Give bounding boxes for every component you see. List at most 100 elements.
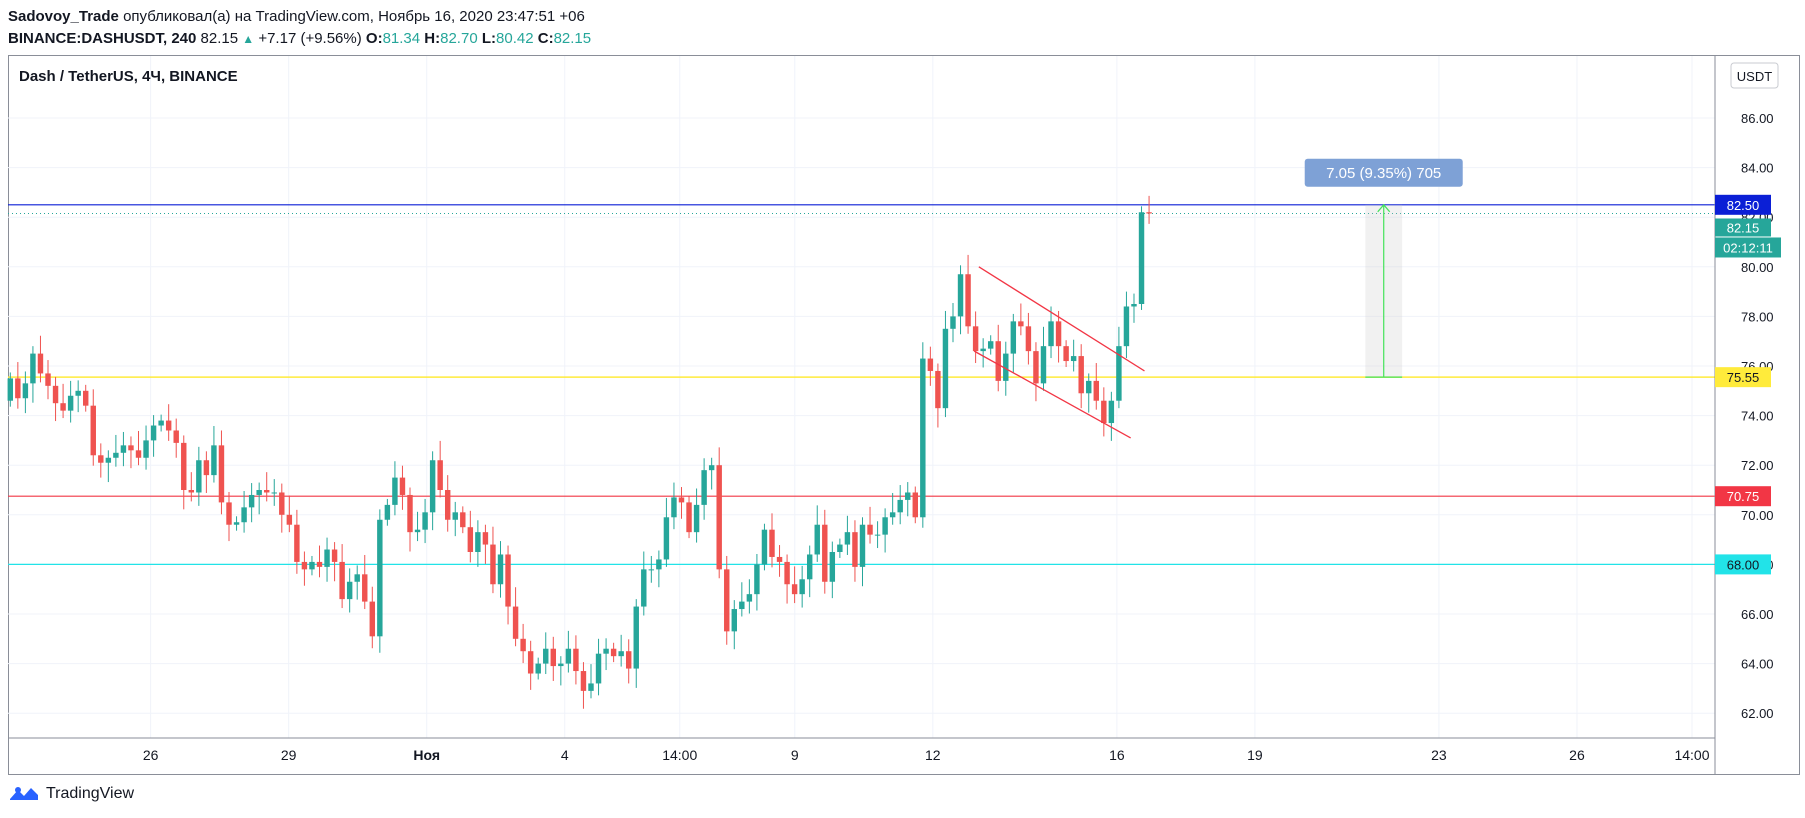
candle xyxy=(1116,326,1122,409)
candle xyxy=(980,338,986,368)
candle xyxy=(505,545,511,625)
candle xyxy=(950,303,956,343)
candle xyxy=(558,656,564,686)
candle-body xyxy=(595,653,602,684)
candle-body xyxy=(769,529,775,557)
candle xyxy=(716,447,722,579)
candle-body xyxy=(927,358,934,371)
candle xyxy=(708,457,715,490)
candle-body xyxy=(746,594,753,602)
candle-body xyxy=(1116,346,1122,401)
candle xyxy=(1048,306,1054,359)
candle xyxy=(739,582,745,617)
candle-body xyxy=(98,455,104,463)
price-tick-label: 62.00 xyxy=(1741,706,1774,721)
time-tick-label: 12 xyxy=(925,747,941,763)
level-price-label: 75.55 xyxy=(1727,370,1760,385)
candle xyxy=(120,431,127,467)
price-tick-label: 74.00 xyxy=(1741,409,1774,424)
candle xyxy=(414,511,421,542)
price-tick-label: 86.00 xyxy=(1741,111,1774,126)
candle-body xyxy=(331,549,338,562)
candle xyxy=(618,634,624,667)
level-price-label: 68.00 xyxy=(1727,557,1760,572)
price-tick-label: 84.00 xyxy=(1741,161,1774,176)
candle xyxy=(957,265,964,335)
author-name[interactable]: Sadovoy_Trade xyxy=(8,8,119,25)
candle xyxy=(67,380,74,423)
time-tick-label: 26 xyxy=(143,747,159,763)
currency-button[interactable]: USDT xyxy=(1730,62,1779,89)
candle xyxy=(7,372,14,407)
price-change: +7.17 (+9.56%) xyxy=(258,30,362,47)
candle-body xyxy=(30,353,36,384)
candle xyxy=(52,376,59,422)
candle xyxy=(1018,303,1024,336)
candle xyxy=(693,488,700,543)
open-value: 81.34 xyxy=(382,30,421,47)
candle xyxy=(1138,206,1145,310)
candle-body xyxy=(739,601,745,610)
candle-body xyxy=(814,524,820,555)
candle-body xyxy=(829,552,836,582)
close-value: 82.15 xyxy=(553,30,592,47)
candle xyxy=(935,363,941,428)
candle-body xyxy=(45,373,51,386)
candle xyxy=(859,517,866,587)
candle-body xyxy=(784,561,790,585)
candle xyxy=(98,443,104,478)
candle xyxy=(158,414,164,432)
candle xyxy=(942,310,949,418)
candle xyxy=(731,600,737,650)
candle xyxy=(497,541,504,598)
candle-body xyxy=(942,328,949,409)
candle-body xyxy=(173,430,179,443)
candle-body xyxy=(1055,321,1062,347)
tradingview-brand[interactable]: TradingView xyxy=(8,785,134,803)
time-tick-label: 4 xyxy=(561,747,569,763)
candle-body xyxy=(678,497,685,503)
time-tick-label: 14:00 xyxy=(662,747,697,763)
candle-body xyxy=(686,502,692,533)
candle xyxy=(45,360,51,400)
low-value: 80.42 xyxy=(496,30,534,47)
candle-body xyxy=(1101,400,1107,424)
candle xyxy=(671,482,677,530)
price-tick-label: 66.00 xyxy=(1741,607,1774,622)
last-price-badge xyxy=(1715,218,1771,237)
candle xyxy=(165,404,172,441)
candle xyxy=(912,486,918,524)
candle-body xyxy=(226,502,232,525)
candle xyxy=(211,426,217,483)
candle-body xyxy=(889,512,896,518)
candle-body xyxy=(897,499,903,513)
open-label: O: xyxy=(365,30,383,47)
channel-line xyxy=(978,266,1145,372)
candle xyxy=(15,362,21,409)
price-tick-label: 70.00 xyxy=(1741,508,1774,523)
candle-body xyxy=(467,527,474,552)
candle-body xyxy=(1010,321,1017,354)
candle-body xyxy=(241,507,247,523)
candle-body xyxy=(339,561,345,600)
candle xyxy=(369,586,376,649)
candle-body xyxy=(429,460,436,513)
low-label: L: xyxy=(481,30,497,47)
candle xyxy=(754,553,760,611)
candle-body xyxy=(1003,353,1009,381)
candle xyxy=(1086,373,1092,413)
candle-body xyxy=(15,378,21,399)
candle xyxy=(656,550,662,588)
candle xyxy=(22,371,29,414)
candle xyxy=(776,545,783,577)
candle xyxy=(610,642,617,663)
candle xyxy=(392,461,398,516)
candle-body xyxy=(558,663,564,667)
candle-body xyxy=(316,561,323,567)
candle xyxy=(482,524,489,564)
candle xyxy=(837,538,843,558)
candle xyxy=(263,472,270,502)
candle-body xyxy=(150,425,157,441)
candle-body xyxy=(671,497,677,518)
